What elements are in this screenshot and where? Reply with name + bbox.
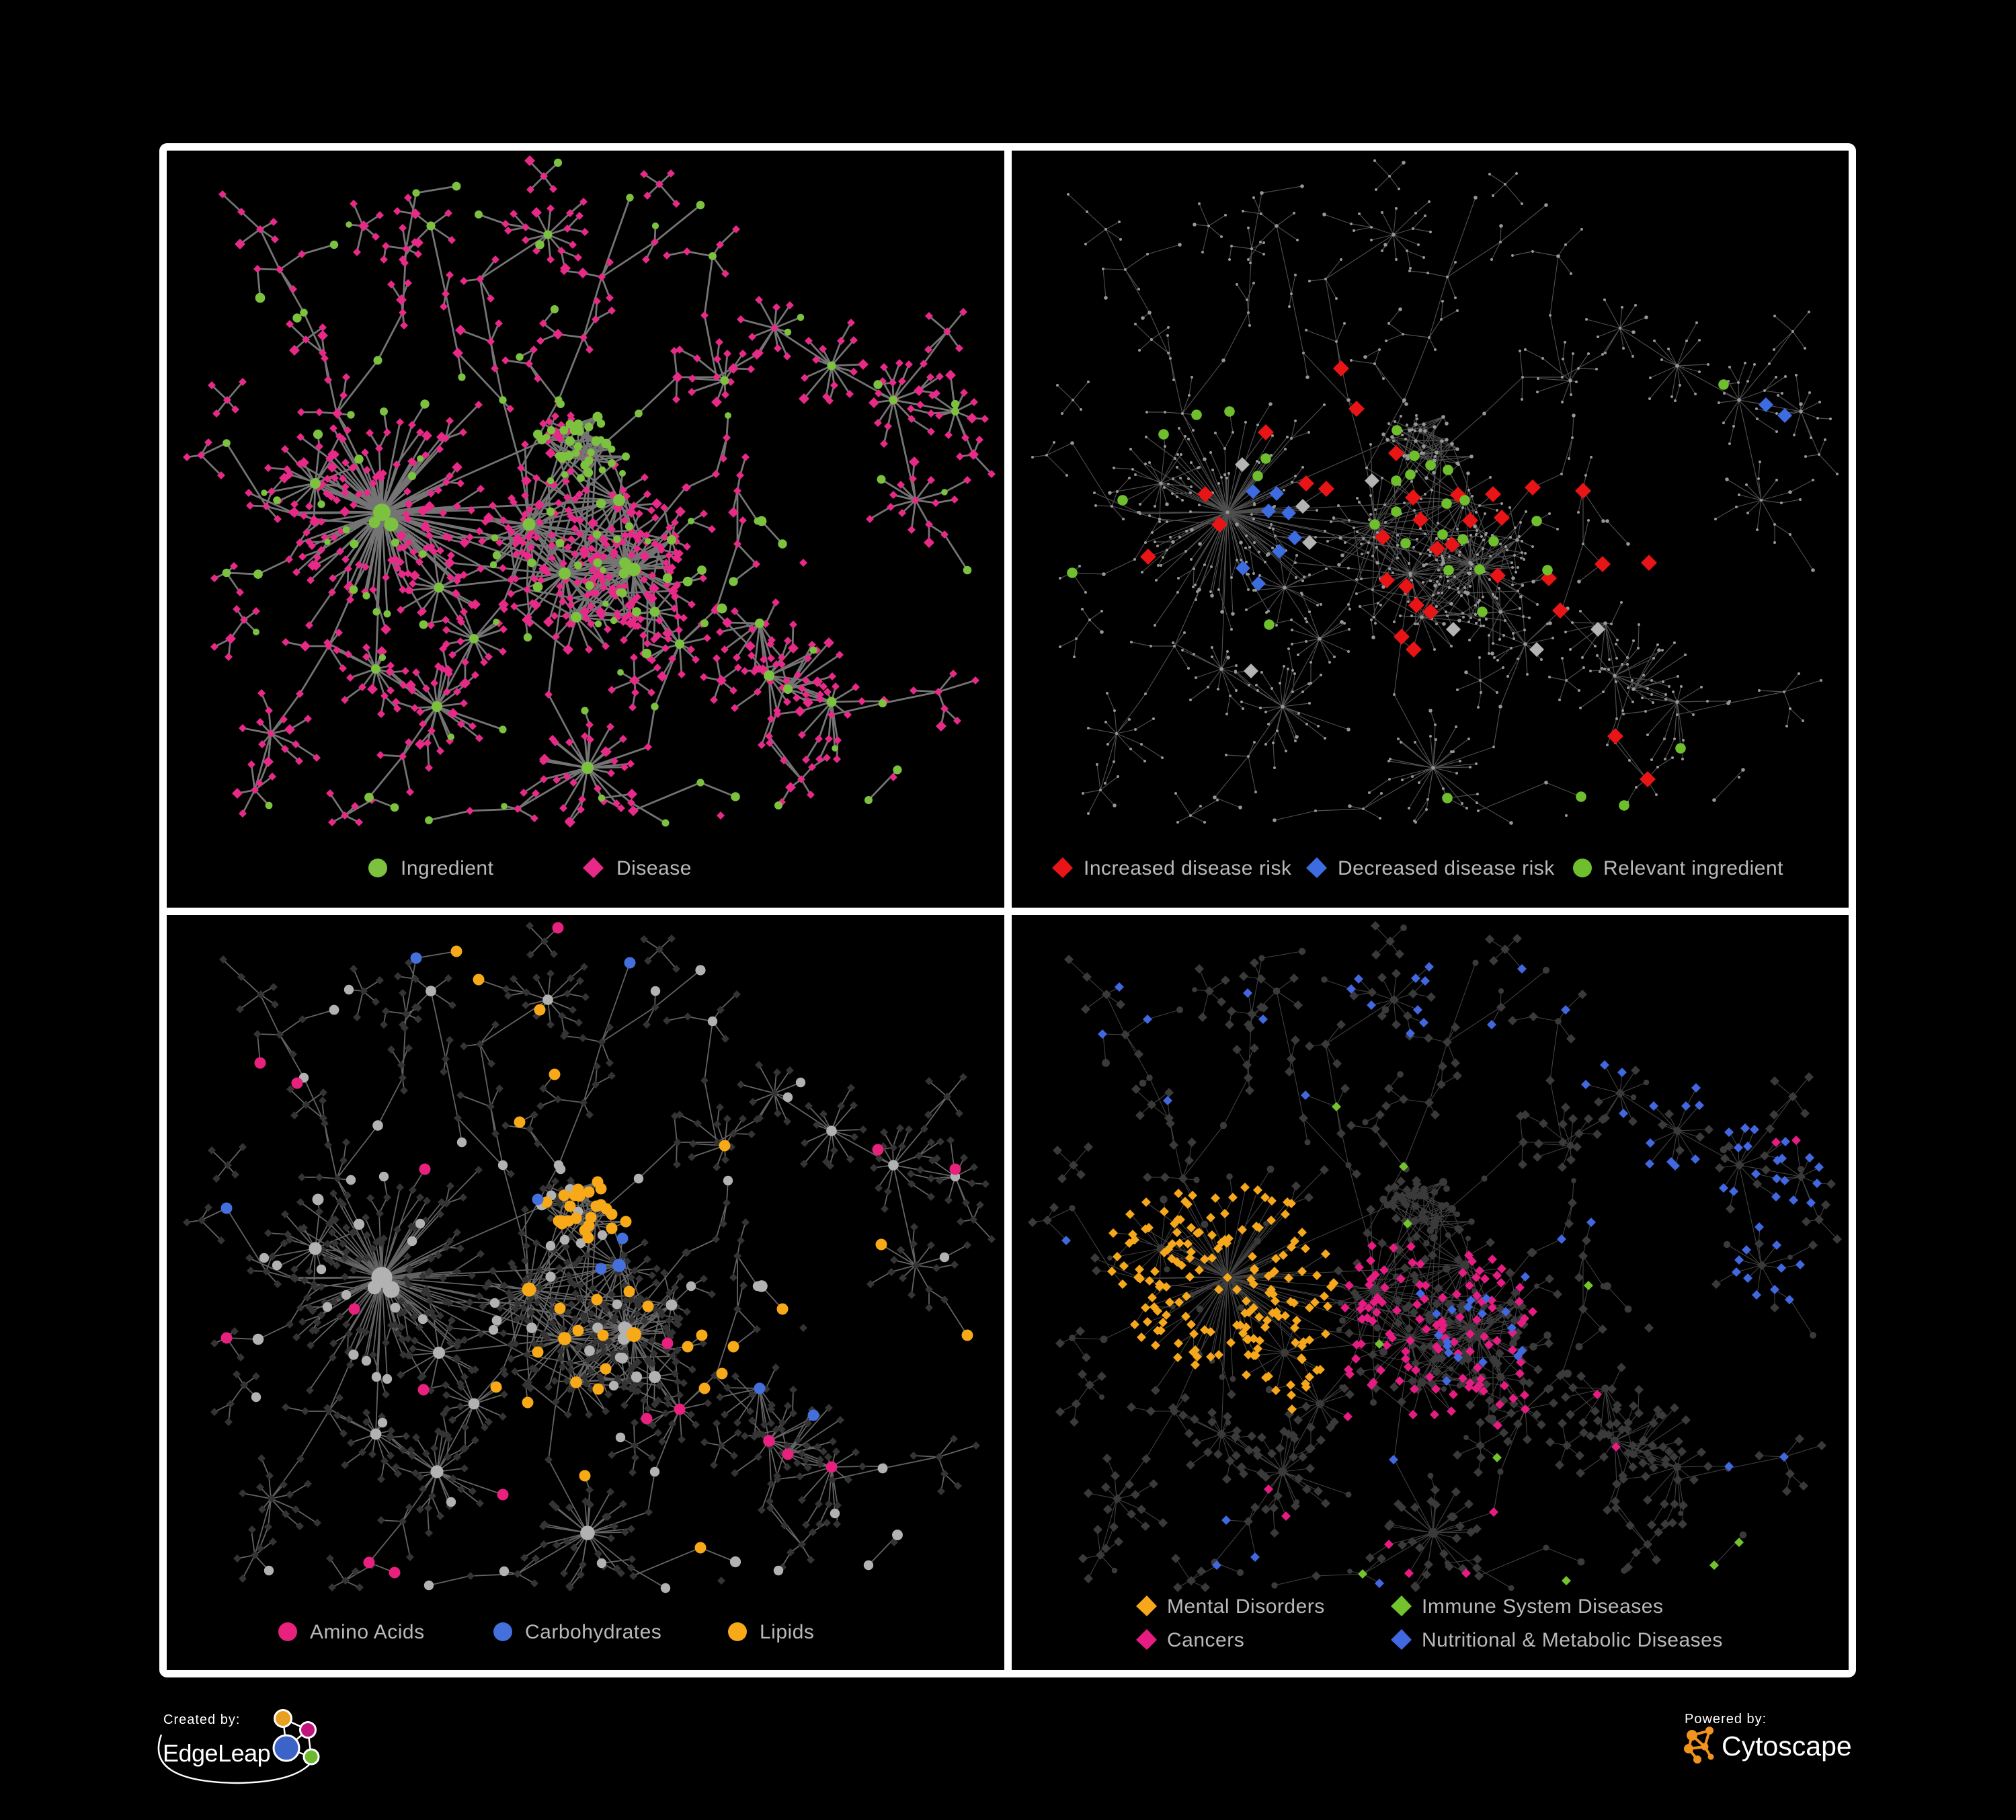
svg-text:Amino Acids: Amino Acids: [310, 1621, 425, 1643]
svg-text:Cancers: Cancers: [1167, 1629, 1244, 1651]
svg-text:Immune System Diseases: Immune System Diseases: [1422, 1595, 1663, 1618]
svg-text:Decreased disease risk: Decreased disease risk: [1338, 857, 1555, 879]
svg-text:Cytoscape: Cytoscape: [1722, 1731, 1852, 1762]
svg-text:Increased disease risk: Increased disease risk: [1084, 857, 1292, 879]
svg-text:Ingredient: Ingredient: [401, 857, 494, 879]
svg-text:Nutritional & Metabolic Diseas: Nutritional & Metabolic Diseases: [1422, 1629, 1723, 1651]
svg-text:Created by:: Created by:: [163, 1712, 240, 1727]
svg-text:Mental Disorders: Mental Disorders: [1167, 1595, 1325, 1618]
svg-text:Disease: Disease: [616, 857, 692, 879]
svg-text:Relevant ingredient: Relevant ingredient: [1603, 857, 1783, 879]
svg-text:Carbohydrates: Carbohydrates: [525, 1621, 661, 1643]
svg-text:EdgeLeap: EdgeLeap: [163, 1739, 270, 1767]
svg-text:Powered by:: Powered by:: [1685, 1712, 1767, 1727]
svg-text:Lipids: Lipids: [760, 1621, 814, 1643]
